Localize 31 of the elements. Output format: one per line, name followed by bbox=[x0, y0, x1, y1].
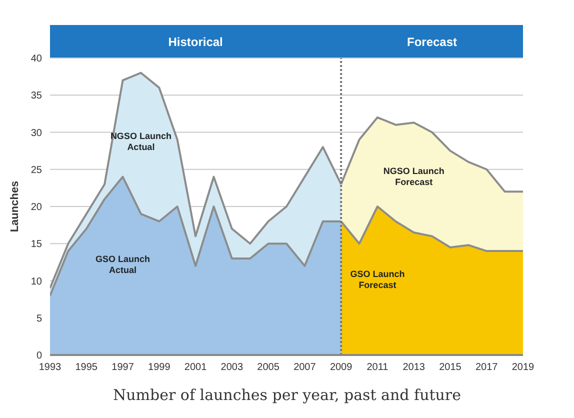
x-tick-label: 2005 bbox=[257, 362, 280, 374]
x-tick-label: 1993 bbox=[38, 362, 62, 374]
y-tick-label: 30 bbox=[30, 128, 42, 139]
x-tick-label: 2003 bbox=[220, 362, 244, 374]
x-tick-label: 2019 bbox=[512, 362, 535, 374]
y-tick-label: 10 bbox=[30, 276, 42, 288]
x-tick-label: 2009 bbox=[330, 362, 353, 374]
x-tick-label: 1997 bbox=[112, 362, 134, 374]
y-tick-label: 25 bbox=[30, 164, 42, 176]
x-tick-label: 2007 bbox=[294, 362, 316, 374]
x-tick-label: 2011 bbox=[366, 362, 389, 374]
x-tick-label: 2017 bbox=[475, 362, 498, 374]
text: Historical bbox=[168, 34, 223, 48]
x-tick-label: 2013 bbox=[402, 362, 426, 374]
series-label: NGSO Launch Forecast bbox=[382, 166, 446, 188]
series-label: GSO Launch Actual bbox=[94, 254, 152, 276]
y-axis-title: Launches bbox=[8, 180, 21, 232]
y-tick-label: 20 bbox=[30, 202, 42, 214]
text: Number of launches per year, past and future bbox=[112, 386, 462, 404]
y-tick-label: 5 bbox=[36, 313, 42, 324]
x-tick-label: 2015 bbox=[439, 362, 462, 374]
y-tick-label: 15 bbox=[30, 239, 42, 250]
y-tick-label: 0 bbox=[36, 350, 42, 362]
x-tick-label: 1999 bbox=[148, 362, 171, 374]
series-label: NGSO Launch Actual bbox=[109, 131, 172, 154]
x-tick-label: 1995 bbox=[75, 362, 98, 374]
y-tick-label: 35 bbox=[30, 90, 42, 102]
y-tick-label: 40 bbox=[30, 54, 42, 65]
x-tick-label: 2001 bbox=[184, 362, 208, 374]
series-label: GSO Launch Forecast bbox=[349, 268, 406, 291]
text: Forecast bbox=[407, 34, 458, 48]
